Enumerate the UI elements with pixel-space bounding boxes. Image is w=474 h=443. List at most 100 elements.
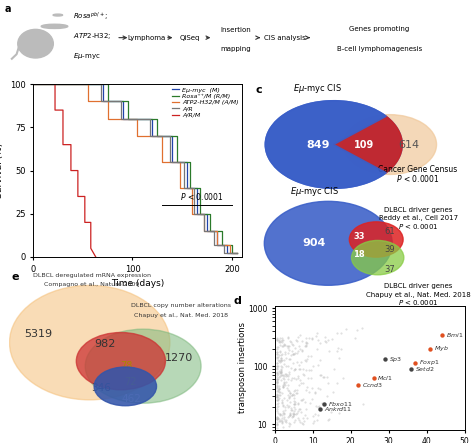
Point <box>292 336 299 343</box>
Point <box>381 356 389 363</box>
Point <box>281 411 288 418</box>
Text: 61: 61 <box>384 227 395 237</box>
Point <box>291 344 298 351</box>
Point <box>281 373 288 380</box>
Point <box>286 411 294 418</box>
Point <box>273 415 281 422</box>
Point <box>274 387 282 394</box>
Point <box>277 354 285 361</box>
Point <box>283 401 291 408</box>
Point <box>302 338 310 346</box>
Point <box>294 338 301 345</box>
Text: $\it{Ankrd11}$: $\it{Ankrd11}$ <box>324 405 352 413</box>
Point <box>275 385 283 392</box>
Point <box>273 360 281 367</box>
Point <box>300 366 307 373</box>
Point <box>273 378 281 385</box>
Point <box>273 400 281 408</box>
Point <box>273 376 281 383</box>
Point <box>286 398 293 405</box>
Point <box>316 339 323 346</box>
Point <box>290 400 298 407</box>
Text: $\it{Setd2}$: $\it{Setd2}$ <box>415 365 435 373</box>
Point <box>274 395 282 402</box>
Text: $\it{Mcl1}$: $\it{Mcl1}$ <box>377 374 393 382</box>
Point <box>282 355 290 362</box>
Point <box>279 351 286 358</box>
Point <box>281 414 288 421</box>
Point <box>342 326 349 333</box>
Point <box>284 342 292 349</box>
Point <box>281 371 289 378</box>
Point <box>273 378 281 385</box>
Point <box>279 414 286 421</box>
Point <box>276 369 283 376</box>
Point <box>274 414 282 421</box>
Point <box>284 363 292 370</box>
Point <box>286 422 293 429</box>
Point <box>276 356 284 363</box>
Text: B-cell lymphomagenesis: B-cell lymphomagenesis <box>337 46 422 52</box>
Text: 72: 72 <box>125 377 137 387</box>
Point <box>302 339 310 346</box>
Point <box>278 356 285 363</box>
Text: DLBCL deregulated mRNA expression: DLBCL deregulated mRNA expression <box>33 273 151 278</box>
Point <box>280 342 288 349</box>
Point <box>273 390 281 397</box>
Text: 849: 849 <box>306 140 330 150</box>
Point <box>408 366 415 373</box>
Point <box>276 334 283 341</box>
Point <box>279 401 286 408</box>
Point <box>296 365 303 373</box>
Point <box>325 337 332 344</box>
Point <box>294 374 302 381</box>
Point <box>339 374 347 381</box>
Point <box>273 392 281 399</box>
Point <box>273 349 281 356</box>
Point <box>273 354 281 361</box>
Text: c: c <box>256 85 263 95</box>
Point <box>273 384 281 391</box>
Point <box>282 370 289 377</box>
Point <box>294 334 301 341</box>
Point <box>277 370 284 377</box>
Point <box>299 395 307 402</box>
Point <box>277 377 285 384</box>
Point <box>315 403 322 410</box>
Point <box>274 396 282 404</box>
Text: $\it{P}$ < 0.0001: $\it{P}$ < 0.0001 <box>398 222 438 231</box>
Point <box>292 417 299 424</box>
Point <box>274 409 282 416</box>
Text: 39: 39 <box>384 245 395 254</box>
Point <box>305 353 312 360</box>
Point <box>309 419 317 426</box>
Point <box>334 345 342 352</box>
Point <box>288 413 296 420</box>
Point <box>285 345 292 352</box>
Point <box>273 413 281 420</box>
Point <box>316 357 324 364</box>
Point <box>285 368 293 375</box>
Text: Cancer Gene Census: Cancer Gene Census <box>378 165 457 175</box>
Point <box>303 340 311 347</box>
Point <box>301 411 309 418</box>
Point <box>283 372 291 379</box>
Text: $\it{ATP2}$-H32;: $\it{ATP2}$-H32; <box>73 31 111 41</box>
Point <box>296 331 303 338</box>
Point <box>278 357 286 364</box>
Text: CIS analysis: CIS analysis <box>264 35 305 41</box>
Point <box>324 379 332 386</box>
Point <box>273 425 281 432</box>
Point <box>293 358 301 365</box>
Point <box>279 423 287 430</box>
Y-axis label: Survival (%): Survival (%) <box>0 143 4 198</box>
Point <box>317 406 324 413</box>
Text: $\it{E\mu}$-myc CIS: $\it{E\mu}$-myc CIS <box>291 185 339 198</box>
Point <box>291 408 298 415</box>
Point <box>312 333 320 340</box>
Point <box>290 360 297 367</box>
Text: a: a <box>5 4 11 14</box>
Circle shape <box>264 201 392 285</box>
Point <box>277 366 285 373</box>
Point <box>281 356 288 363</box>
